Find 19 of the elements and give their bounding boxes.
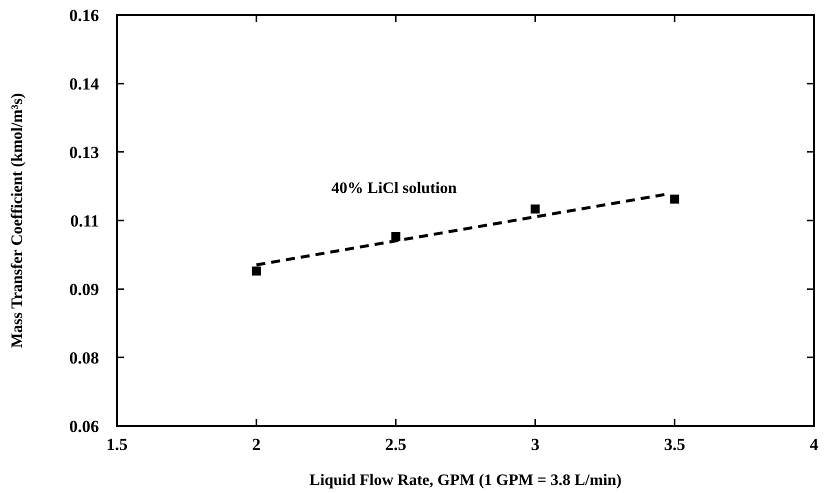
x-tick-label: 1.5 [106,435,128,454]
y-tick-label: 0.11 [70,211,99,230]
x-tick-label: 2.5 [385,435,406,454]
point [530,204,540,214]
y-tick-label: 0.14 [69,74,100,94]
y-axis-title: Mass Transfer Coefficient (kmol/m³s) [9,93,26,348]
y-tick-label: 0.16 [69,6,99,25]
y-tick-label: 0.06 [69,416,99,436]
x-axis-title: Liquid Flow Rate, GPM (1 GPM = 3.8 L/min) [309,472,622,489]
point [670,194,680,204]
y-tick-label: 0.09 [69,280,99,300]
text: 40% LiCl solution [331,180,457,198]
y-tick-label: 0.13 [69,142,99,162]
x-tick-label: 3 [530,435,540,454]
x-tick-label: 2 [252,435,261,454]
x-tick-label: 3.5 [664,435,686,454]
y-tick-label: 0.08 [69,348,99,368]
point [252,266,261,276]
x-tick-label: 4 [810,435,819,454]
